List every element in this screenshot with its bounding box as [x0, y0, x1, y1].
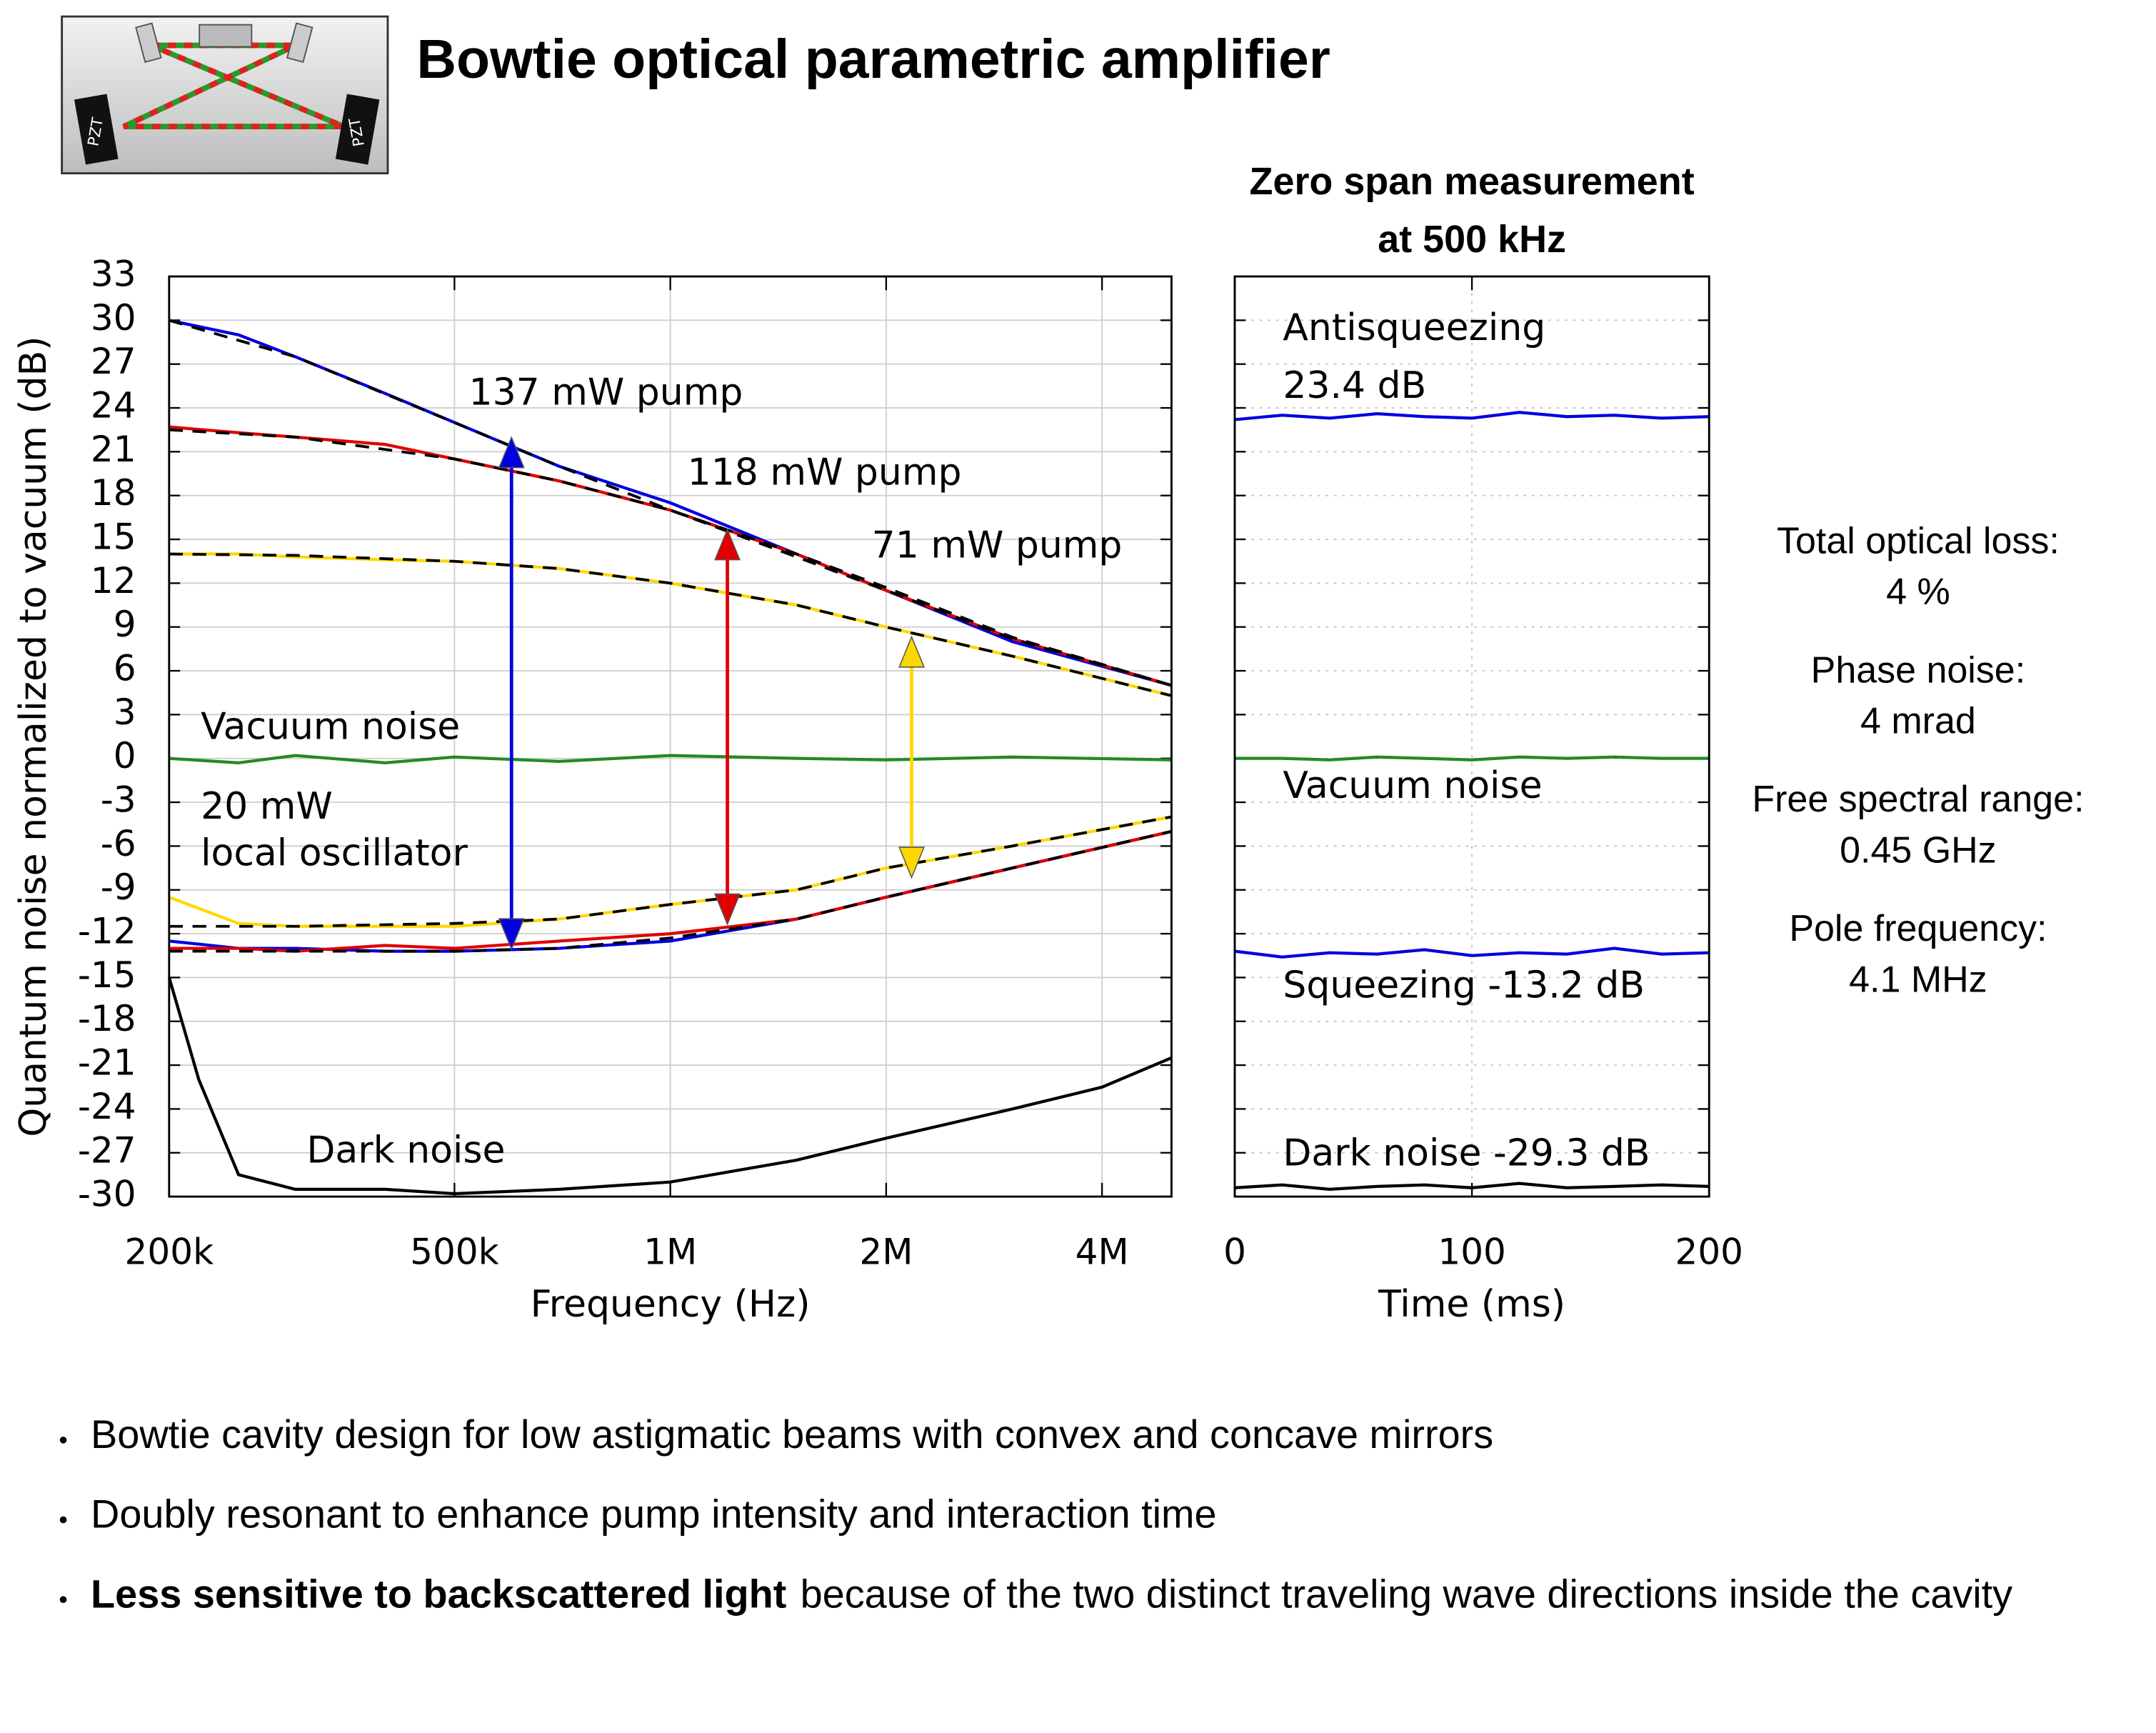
y-tick-label: -24: [78, 1086, 136, 1127]
parameter-label: Phase noise:: [1811, 649, 2025, 691]
y-tick-label: 27: [91, 341, 136, 382]
y-tick-label: 33: [91, 254, 136, 295]
y-tick-label: -30: [78, 1174, 136, 1215]
y-tick-label: -6: [101, 823, 136, 864]
annotation: Antisqueezing: [1283, 306, 1545, 349]
y-tick-label: 21: [91, 429, 136, 470]
parameter-value: 4 %: [1886, 571, 1950, 613]
y-tick-label: -9: [101, 866, 136, 908]
annotation: Dark noise: [306, 1129, 505, 1172]
x-tick-label: 0: [1223, 1231, 1246, 1272]
page: PZT PZT Bowtie optical parametric amplif…: [0, 0, 2156, 1733]
annotation: 137 mW pump: [469, 371, 743, 414]
annotation: Vacuum noise: [201, 705, 460, 748]
chart: 0 100 200 Antisqueezing 23.4 dB Vacuum noise S…: [1223, 160, 1743, 1326]
y-tick-label: 30: [91, 297, 136, 339]
y-tick-label: 9: [114, 604, 136, 645]
annotation: 71 mW pump: [872, 524, 1123, 566]
annotation: 118 mW pump: [688, 451, 962, 494]
x-tick-label: 100: [1438, 1231, 1506, 1272]
bullet-text: Bowtie cavity design for low astigmatic …: [91, 1412, 1493, 1457]
bullet-rest: Bowtie cavity design for low astigmatic …: [91, 1412, 1493, 1457]
y-tick-label: -18: [78, 998, 136, 1039]
annotation: local oscillator: [201, 832, 468, 875]
x-tick-label: 2M: [859, 1231, 913, 1272]
bullet-bold: Less sensitive to backscattered light: [91, 1571, 786, 1616]
y-tick-label: 24: [91, 385, 136, 426]
parameter-value: 0.45 GHz: [1840, 829, 1997, 871]
x-tick-label: 200: [1675, 1231, 1743, 1272]
parameter-label: Total optical loss:: [1777, 520, 2060, 561]
y-tick-label: -21: [78, 1042, 136, 1084]
annotation: Dark noise -29.3 dB: [1283, 1132, 1650, 1174]
parameter-label: Free spectral range:: [1752, 779, 2084, 820]
y-tick-label: 15: [91, 516, 136, 558]
bullet-dot: [60, 1437, 67, 1444]
annotation: 20 mW: [201, 785, 333, 828]
chart: 33302724211815129630-3-6-9-12-15-18-21-2…: [12, 254, 1171, 1327]
cavity-icon: PZT PZT: [62, 16, 388, 173]
bullet-text: Doubly resonant to enhance pump intensit…: [91, 1491, 1217, 1536]
plot-area: [1235, 276, 1709, 1197]
parameter-value: 4.1 MHz: [1849, 959, 1987, 1000]
y-tick-label: -15: [78, 954, 136, 996]
annotation: Squeezing -13.2 dB: [1283, 964, 1645, 1007]
x-axis-label: Frequency (Hz): [531, 1283, 811, 1326]
y-tick-label: -27: [78, 1129, 136, 1171]
bullet-dot: [60, 1596, 67, 1603]
annotation: Vacuum noise: [1283, 764, 1542, 807]
page-title: Bowtie optical parametric amplifier: [416, 29, 1330, 90]
bullet-text: Less sensitive to backscattered light bec…: [91, 1571, 2012, 1616]
y-tick-label: -3: [101, 779, 136, 821]
x-tick-label: 1M: [643, 1231, 697, 1272]
y-axis-label: Quantum noise normalized to vacuum (dB): [12, 336, 55, 1137]
y-tick-label: 0: [114, 735, 136, 776]
x-tick-label: 500k: [410, 1231, 499, 1272]
y-tick-label: -12: [78, 911, 136, 952]
parameter-value: 4 mrad: [1860, 700, 1976, 741]
y-tick-label: 3: [114, 691, 136, 733]
annotation: 23.4 dB: [1283, 364, 1426, 407]
bullet-rest: because of the two distinct traveling wa…: [801, 1571, 2013, 1616]
bullet-dot: [60, 1517, 67, 1524]
bullet-rest: Doubly resonant to enhance pump intensit…: [91, 1491, 1217, 1536]
parameter-label: Pole frequency:: [1789, 908, 2047, 949]
chart-title: Zero span measurement: [1250, 160, 1695, 203]
x-tick-label: 4M: [1076, 1231, 1129, 1272]
chart-subtitle: at 500 kHz: [1378, 218, 1566, 261]
y-tick-label: 12: [91, 560, 136, 601]
x-tick-label: 200k: [125, 1231, 214, 1272]
x-axis-label: Time (ms): [1378, 1283, 1565, 1326]
y-tick-label: 18: [91, 472, 136, 514]
y-tick-label: 6: [114, 648, 136, 689]
